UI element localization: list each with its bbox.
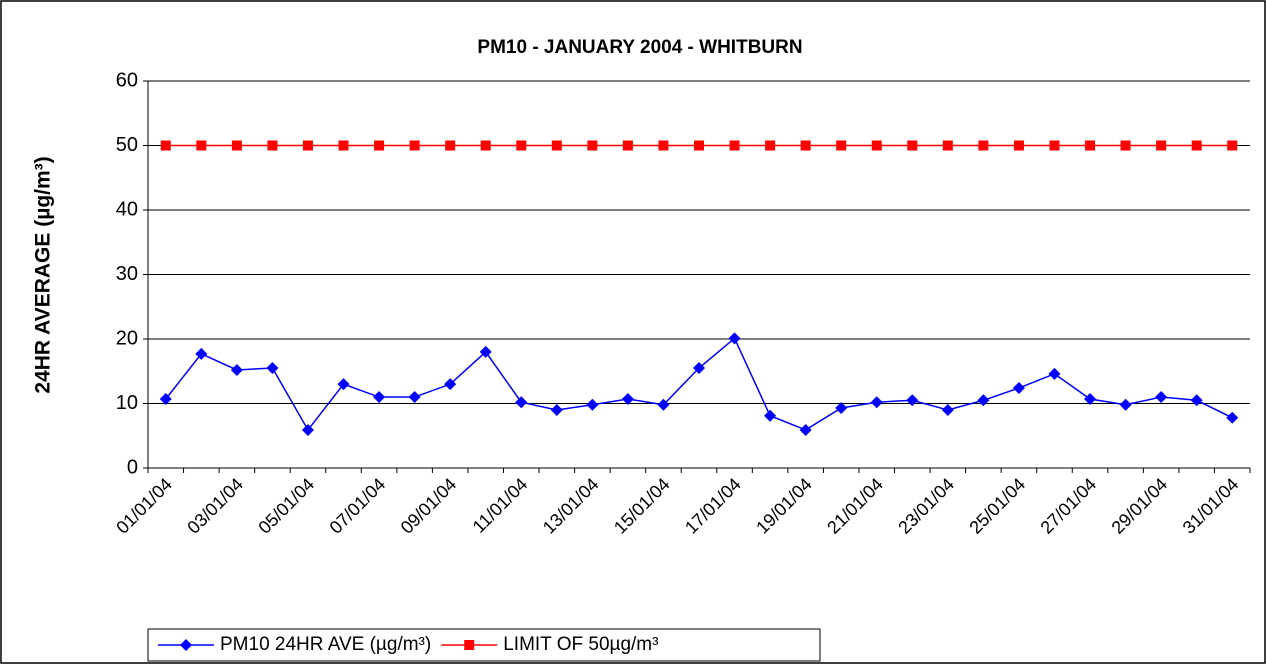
marker	[586, 398, 599, 411]
marker	[621, 392, 634, 405]
marker	[942, 140, 953, 151]
marker	[870, 396, 883, 409]
marker	[907, 140, 918, 151]
marker	[587, 140, 598, 151]
marker	[1227, 140, 1238, 151]
marker	[409, 140, 420, 151]
marker	[729, 140, 740, 151]
marker	[764, 409, 777, 422]
marker	[1013, 140, 1024, 151]
y-tick-label: 30	[116, 263, 138, 285]
marker	[302, 140, 313, 151]
marker	[1048, 367, 1061, 380]
marker	[159, 392, 172, 405]
marker	[374, 140, 385, 151]
marker	[1226, 411, 1239, 424]
y-tick-label: 20	[116, 327, 138, 349]
marker	[1012, 382, 1025, 395]
marker	[693, 362, 705, 375]
marker	[445, 140, 456, 151]
marker	[871, 140, 882, 151]
marker	[408, 391, 421, 404]
marker	[835, 402, 848, 415]
marker	[480, 140, 491, 151]
marker	[551, 140, 562, 151]
marker	[231, 140, 242, 151]
marker	[373, 391, 386, 404]
marker	[836, 140, 847, 151]
marker	[1120, 140, 1131, 151]
y-tick-label: 50	[116, 134, 138, 156]
marker	[1084, 392, 1097, 405]
marker	[657, 398, 670, 411]
marker	[301, 423, 314, 436]
marker	[800, 140, 811, 151]
marker	[267, 140, 278, 151]
y-tick-label: 60	[116, 69, 138, 91]
marker	[941, 403, 954, 416]
marker	[1119, 398, 1132, 411]
y-tick-label: 10	[116, 392, 138, 414]
marker	[196, 140, 207, 151]
marker	[550, 403, 563, 416]
legend: PM10 24HR AVE (µg/m³) LIMIT OF 50µg/m³	[147, 628, 821, 662]
marker	[160, 140, 171, 151]
marker	[464, 640, 475, 650]
marker	[1049, 140, 1060, 151]
marker	[515, 396, 528, 409]
marker	[799, 423, 812, 436]
marker	[977, 394, 990, 407]
marker	[978, 140, 989, 151]
marker	[622, 140, 633, 151]
y-tick-label: 40	[116, 198, 138, 220]
y-tick-label: 0	[127, 456, 138, 478]
marker	[338, 140, 349, 151]
marker	[479, 345, 492, 358]
marker	[694, 140, 704, 151]
marker	[1155, 391, 1168, 404]
marker	[1190, 394, 1203, 407]
marker	[1085, 140, 1096, 151]
marker	[906, 394, 919, 407]
marker	[1191, 140, 1202, 151]
marker	[1156, 140, 1167, 151]
legend-label: PM10 24HR AVE (µg/m³)	[220, 634, 431, 655]
legend-label: LIMIT OF 50µg/m³	[503, 634, 658, 655]
marker	[658, 140, 669, 151]
marker	[195, 347, 208, 360]
marker	[728, 332, 741, 345]
marker	[444, 378, 457, 391]
chart-title: PM10 - JANUARY 2004 - WHITBURN	[477, 37, 802, 58]
marker	[266, 362, 279, 375]
marker	[180, 639, 192, 651]
marker	[516, 140, 527, 151]
marker	[337, 378, 350, 391]
marker	[765, 140, 776, 151]
marker	[230, 363, 243, 376]
y-axis-title: 24HR AVERAGE (µg/m³)	[32, 156, 55, 393]
